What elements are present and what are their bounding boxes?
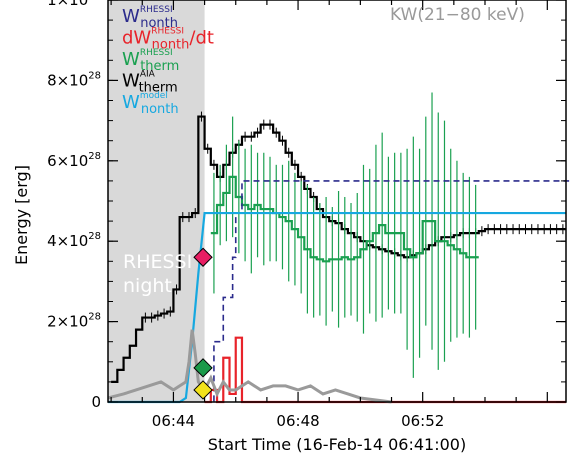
y-tick-label: 4×1028 xyxy=(47,231,101,250)
series-1-line xyxy=(210,175,479,263)
legend-entry: WRHESSI nonth xyxy=(122,5,178,31)
y-tick-label: 2×1028 xyxy=(47,312,101,331)
night-label-line1: RHESSI xyxy=(123,251,192,273)
y-tick-label: 0 xyxy=(91,393,101,411)
night-band xyxy=(108,0,205,402)
x-tick-label: 06:48 xyxy=(276,412,319,430)
legend-entry: Wmodel nonth xyxy=(122,91,179,117)
x-tick-label: 06:44 xyxy=(152,412,195,430)
diamond-yellow-marker xyxy=(193,380,213,400)
y-tick-label: 1×1029 xyxy=(47,0,101,9)
y-tick-label: 6×1028 xyxy=(47,151,101,170)
series-2-line xyxy=(204,180,570,403)
diamond-green-marker xyxy=(193,358,213,378)
series-0-line xyxy=(111,115,566,383)
series-4-line xyxy=(204,336,566,404)
y-axis-title: Energy [erg] xyxy=(12,165,31,265)
legend-entry: dWRHESSI nonth/dt xyxy=(122,27,214,53)
diamond-red-marker xyxy=(193,247,213,267)
legend-entry: WAIA therm xyxy=(122,70,178,96)
legend-entry: WRHESSI therm xyxy=(122,48,179,74)
series-5-line xyxy=(107,329,392,404)
night-label-line2: night xyxy=(123,275,172,297)
kw-label: KW(21−80 keV) xyxy=(390,5,525,25)
x-tick-label: 06:52 xyxy=(401,412,444,430)
x-axis-title: Start Time (16-Feb-14 06:41:00) xyxy=(208,435,466,454)
y-tick-label: 8×1028 xyxy=(47,70,101,89)
